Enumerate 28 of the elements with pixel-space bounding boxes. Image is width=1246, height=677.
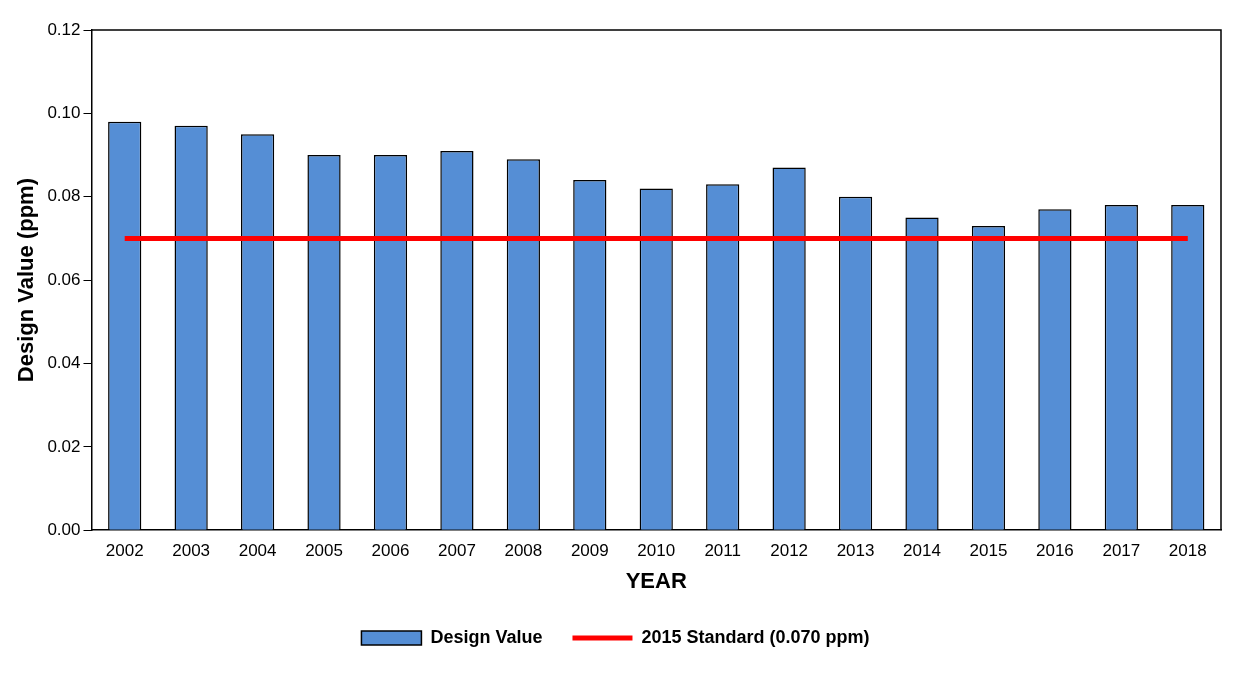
legend-label: 2015 Standard (0.070 ppm) [641, 626, 870, 647]
legend-label: Design Value [430, 626, 543, 647]
x-tick-label: 2015 [969, 541, 1008, 561]
x-tick-label: 2002 [105, 541, 144, 561]
x-tick-label: 2011 [704, 541, 741, 561]
x-tick-label: 2010 [637, 541, 676, 561]
y-tick-label: 0.12 [47, 19, 81, 39]
x-tick-label: 2018 [1168, 541, 1207, 561]
y-tick-label: 0.04 [47, 353, 81, 373]
x-tick-label: 2008 [504, 541, 543, 561]
x-tick-label: 2016 [1035, 541, 1074, 561]
x-tick-label: 2003 [172, 541, 211, 561]
x-tick-label: 2017 [1102, 541, 1141, 561]
y-tick-label: 0.10 [47, 103, 81, 123]
y-tick-label: 0.02 [47, 436, 81, 456]
x-axis-title: YEAR [625, 567, 687, 593]
x-tick-label: 2006 [371, 541, 410, 561]
y-tick-label: 0.00 [47, 519, 81, 539]
y-axis-title: Design Value (ppm) [13, 178, 39, 383]
x-tick-label: 2012 [770, 541, 809, 561]
x-tick-label: 2007 [438, 541, 476, 561]
x-tick-label: 2014 [903, 541, 941, 561]
x-tick-label: 2009 [570, 541, 609, 561]
x-tick-label: 2004 [238, 541, 277, 561]
y-tick-label: 0.06 [47, 269, 81, 289]
y-tick-label: 0.08 [47, 186, 81, 206]
x-tick-label: 2005 [305, 541, 343, 561]
x-tick-label: 2013 [836, 541, 875, 561]
